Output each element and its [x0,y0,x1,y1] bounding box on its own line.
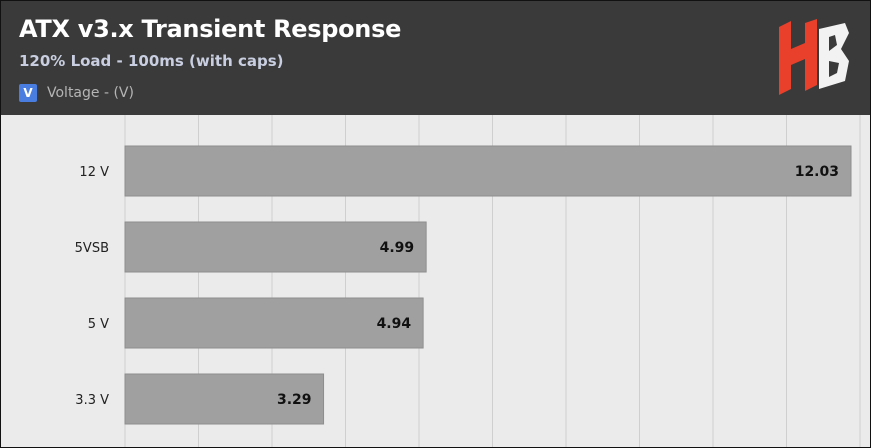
chart-title: ATX v3.x Transient Response [19,15,402,43]
logo-b-shape [819,23,849,89]
category-label: 3.3 V [75,393,109,408]
category-label: 12 V [79,165,109,180]
value-label: 3.29 [277,392,312,408]
value-labels: 12.03 4.99 4.94 3.29 [277,164,839,408]
bar-chart: 12 V 5VSB 5 V 3.3 V 12.03 4.99 4.94 3.29 [75,115,861,447]
legend: V Voltage - (V) [19,83,134,103]
bar-12-v[interactable] [124,145,852,197]
logo-h-shape [779,19,817,95]
bar-5-v[interactable] [124,297,424,349]
chart-subtitle: 120% Load - 100ms (with caps) [19,52,284,70]
legend-label: Voltage - (V) [47,85,134,101]
hb-logo [779,19,849,95]
value-label: 4.94 [377,316,412,332]
bars [124,145,852,425]
category-label: 5VSB [75,241,109,256]
category-label: 5 V [88,317,109,332]
legend-swatch[interactable]: V [19,84,37,102]
value-label: 4.99 [380,240,415,256]
bar-3-3-v[interactable] [124,373,325,425]
chart-header: ATX v3.x Transient Response 120% Load - … [1,1,870,115]
bar-5vsb[interactable] [124,221,427,273]
category-labels: 12 V 5VSB 5 V 3.3 V [75,165,109,408]
value-label: 12.03 [795,164,839,180]
